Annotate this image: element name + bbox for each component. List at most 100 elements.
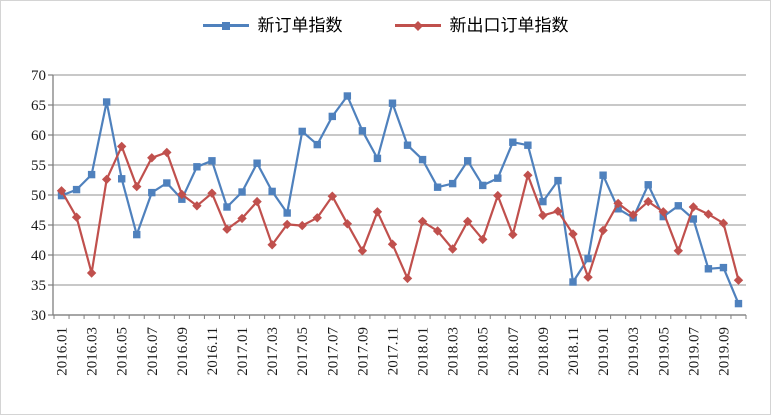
x-tick-label: 2016.01 <box>55 327 71 376</box>
data-point-diamond <box>297 220 307 231</box>
data-point-diamond <box>718 218 729 228</box>
data-point-square <box>509 138 517 146</box>
data-point-square <box>298 127 306 136</box>
x-tick-label: 2018.01 <box>416 327 432 376</box>
x-tick-label: 2019.07 <box>686 327 702 376</box>
data-point-square <box>163 179 171 187</box>
axes <box>48 74 747 319</box>
data-point-diamond <box>312 213 322 223</box>
x-tick-label: 2019.03 <box>626 327 642 376</box>
y-tick-label: 35 <box>31 278 46 294</box>
data-point-square <box>87 170 96 179</box>
data-point-diamond <box>643 196 653 207</box>
data-point-square <box>57 191 66 200</box>
data-point-diamond <box>267 240 277 250</box>
data-point-square <box>659 212 667 221</box>
data-point-square <box>72 185 81 194</box>
data-point-diamond <box>538 210 548 221</box>
data-point-square <box>599 171 607 179</box>
data-point-diamond <box>327 191 338 201</box>
data-point-square <box>433 183 442 191</box>
data-point-diamond <box>252 196 262 207</box>
data-point-diamond <box>162 147 172 158</box>
data-point-square <box>117 175 126 183</box>
data-point-diamond <box>357 246 368 256</box>
data-point-diamond <box>101 174 112 185</box>
data-point-square <box>313 140 321 149</box>
x-tick-label: 2018.09 <box>536 327 552 376</box>
data-point-square <box>463 157 472 165</box>
data-point-square <box>734 299 743 308</box>
data-point-diamond <box>417 216 428 227</box>
data-point-square <box>253 159 261 167</box>
data-point-square <box>102 98 111 106</box>
x-tick-label: 2018.03 <box>446 327 462 376</box>
data-point-diamond <box>56 186 67 196</box>
data-point-square <box>674 202 683 210</box>
data-point-square <box>148 188 156 197</box>
data-point-diamond <box>147 153 157 163</box>
x-axis-labels: 2016.01 2016.03 2016.05 2016.07 2016.09 2016.… <box>55 327 733 376</box>
y-tick-label: 65 <box>31 98 46 114</box>
data-point-diamond <box>402 273 413 284</box>
data-point-square <box>133 230 141 239</box>
data-point-diamond <box>508 229 518 240</box>
data-point-square <box>343 92 352 100</box>
data-point-diamond <box>598 225 608 236</box>
y-tick-label: 55 <box>31 158 46 174</box>
x-tick-label: 2017.07 <box>325 327 341 376</box>
data-point-diamond <box>192 201 202 211</box>
data-point-diamond <box>132 181 142 192</box>
data-point-diamond <box>237 213 247 224</box>
data-point-diamond <box>673 246 684 256</box>
data-point-square <box>223 203 231 211</box>
data-point-square <box>193 163 201 171</box>
data-point-diamond <box>658 207 668 217</box>
data-point-square <box>479 181 487 190</box>
x-tick-label: 2017.03 <box>265 327 281 376</box>
data-point-diamond <box>71 212 82 222</box>
data-point-square <box>283 209 291 217</box>
data-point-square <box>328 112 337 121</box>
data-point-square <box>524 141 532 149</box>
data-point-diamond <box>493 190 503 201</box>
x-tick-label: 2016.03 <box>85 327 101 376</box>
data-point-diamond <box>478 234 488 245</box>
x-tick-label: 2019.01 <box>596 327 612 376</box>
data-point-diamond <box>568 229 578 239</box>
x-tick-label: 2016.09 <box>175 327 191 376</box>
data-point-diamond <box>523 170 533 180</box>
y-tick-label: 50 <box>31 188 46 204</box>
data-point-diamond <box>387 239 398 249</box>
x-tick-label: 2019.09 <box>716 327 732 376</box>
series-line <box>60 145 740 282</box>
data-point-square <box>178 195 186 203</box>
x-tick-label: 2017.01 <box>235 327 251 376</box>
data-point-diamond <box>462 216 473 227</box>
data-point-square <box>569 278 577 286</box>
data-point-square <box>539 197 547 206</box>
data-point-square <box>584 254 592 263</box>
x-tick-label: 2017.11 <box>385 327 401 375</box>
series-line <box>60 94 740 305</box>
data-point-square <box>644 181 652 189</box>
y-tick-label: 70 <box>31 68 46 84</box>
data-point-square <box>388 99 397 107</box>
x-tick-label: 2016.05 <box>115 327 131 376</box>
data-point-square <box>719 263 728 272</box>
data-point-square <box>689 215 698 223</box>
x-tick-label: 2018.07 <box>506 327 522 376</box>
x-tick-label: 2018.11 <box>566 327 582 375</box>
x-tick-label: 2017.09 <box>355 327 371 376</box>
y-tick-label: 45 <box>31 218 46 234</box>
data-point-diamond <box>86 268 97 278</box>
data-point-diamond <box>553 206 563 216</box>
x-tick-label: 2019.05 <box>656 327 672 376</box>
y-tick-label: 40 <box>31 248 46 264</box>
data-point-diamond <box>207 188 217 198</box>
data-point-square <box>418 155 427 164</box>
gridlines <box>53 74 746 316</box>
data-point-square <box>268 187 276 196</box>
